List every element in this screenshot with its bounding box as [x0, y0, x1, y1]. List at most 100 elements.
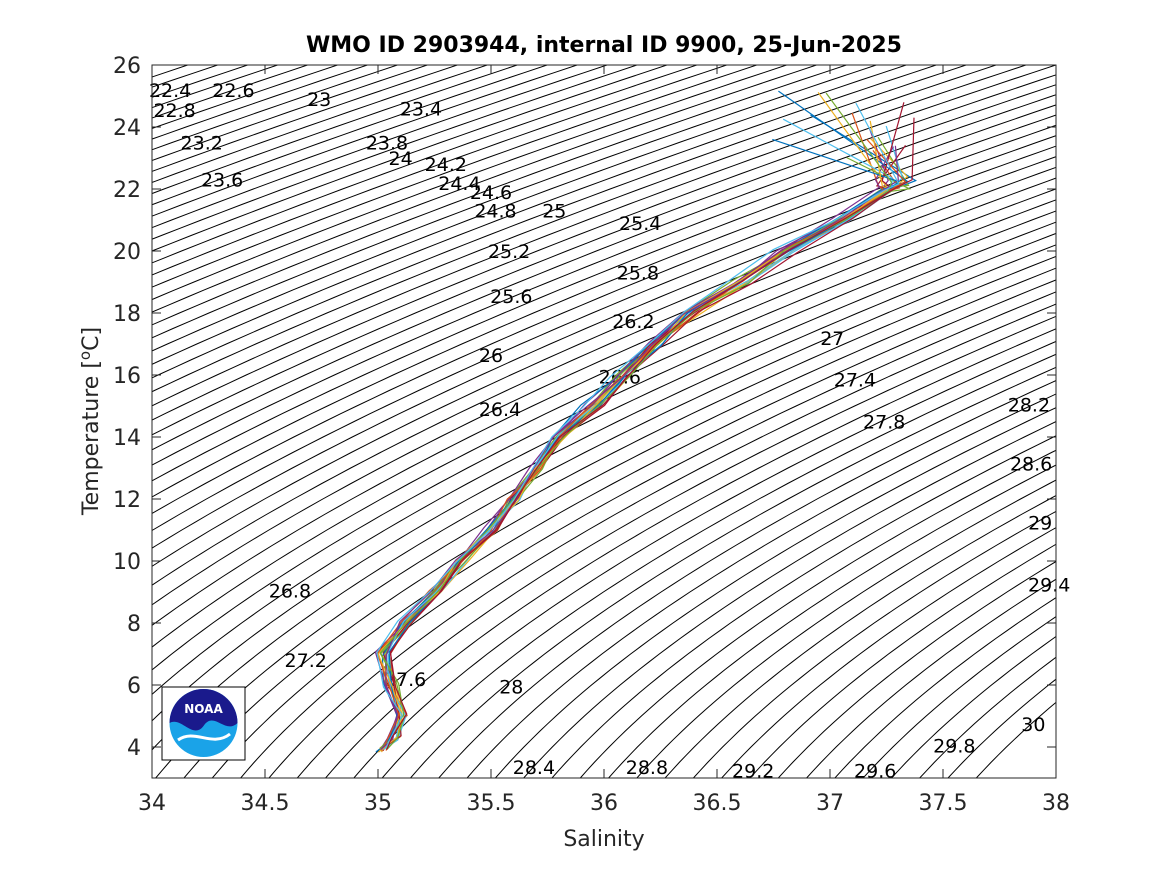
density-contour-line [664, 495, 1056, 778]
density-contour-label: 24.2 [425, 154, 467, 176]
x-axis-label: Salinity [563, 827, 644, 852]
y-tick-label: 26 [113, 54, 141, 79]
density-contour-label: 25.4 [619, 213, 661, 235]
density-contour-label: 22.8 [153, 100, 195, 122]
y-tick-label: 8 [127, 612, 141, 637]
density-contour-label: 27.8 [863, 412, 905, 434]
density-contours [152, 65, 1056, 778]
density-contour-line [152, 177, 1056, 606]
density-contour-label: 30 [1021, 714, 1045, 736]
density-contour-line [155, 255, 1056, 778]
density-contour-line [152, 244, 1056, 751]
density-contour-label: 26.4 [479, 399, 521, 421]
y-axis-label: Temperature [oC] [76, 327, 104, 516]
density-contour-line [152, 65, 759, 288]
density-contour-label: 24.6 [470, 182, 512, 204]
density-contour-line [862, 616, 1056, 778]
density-contour-line [152, 232, 1056, 722]
plot-area [152, 65, 1056, 778]
density-contour-line [152, 65, 729, 276]
density-contour-line [152, 65, 669, 252]
density-contour-line [607, 464, 1056, 778]
density-contour-label: 26.2 [612, 311, 654, 333]
x-tick-label: 36.5 [693, 791, 742, 816]
profile-line [376, 102, 900, 750]
y-tick-label: 12 [113, 488, 141, 513]
density-contour-line [152, 221, 1056, 696]
density-contour-label: 22.4 [149, 80, 191, 102]
density-contour-label: 28.2 [1008, 394, 1050, 416]
y-tick-label: 4 [127, 736, 141, 761]
y-axis-ticks: 4 6 8 10 12 14 16 18 20 22 24 26 [113, 54, 1056, 761]
density-contour-line [152, 135, 1056, 532]
density-contour-label: 22.6 [212, 80, 254, 102]
density-contour-line [152, 65, 519, 195]
x-axis-ticks: 34 34.5 35 35.5 36 36.5 37 37.5 38 [138, 65, 1070, 816]
chart-title: WMO ID 2903944, internal ID 9900, 25-Jun… [306, 33, 902, 58]
density-contour-label: 28.8 [626, 757, 668, 779]
density-contour-label: 24.8 [474, 201, 516, 223]
density-contour-line [381, 353, 1056, 778]
density-contour-line [636, 479, 1056, 778]
density-contour-line [152, 65, 938, 365]
density-contour-line [152, 84, 1056, 451]
logo-upper-half [169, 689, 238, 731]
profile-line [382, 102, 905, 750]
density-contour-label: 29.4 [1028, 574, 1070, 596]
density-contour-line [152, 156, 1056, 567]
density-contour-line [211, 279, 1056, 778]
density-contour-line [152, 65, 998, 393]
y-tick-label: 10 [113, 550, 141, 575]
density-contour-line [466, 393, 1056, 778]
density-contour-label: 23.6 [201, 170, 243, 192]
density-contour-label: 23.8 [366, 133, 408, 155]
density-contour-line [152, 166, 1056, 586]
density-contour-label: 28.4 [513, 757, 555, 779]
density-contour-line [152, 104, 1056, 482]
density-contour-line [324, 328, 1056, 778]
density-contour-line [551, 435, 1056, 778]
y-tick-label: 20 [113, 240, 141, 265]
density-contour-line [805, 578, 1056, 778]
density-contour-line [296, 315, 1056, 778]
density-contour-line [152, 124, 1056, 515]
y-tick-label: 22 [113, 178, 141, 203]
density-contour-label: 25.2 [488, 241, 530, 263]
density-contour-label: 23 [307, 89, 331, 111]
logo-wave [177, 732, 231, 742]
density-contour-line [494, 407, 1056, 778]
y-tick-label: 18 [113, 302, 141, 327]
density-contour-line [152, 65, 1028, 407]
density-contour-line [152, 199, 1056, 648]
x-tick-label: 37.5 [919, 791, 968, 816]
y-tick-label: 24 [113, 116, 141, 141]
density-contour-line [152, 65, 489, 183]
density-contour-line [777, 560, 1056, 778]
density-contour-label: 29 [1028, 512, 1052, 534]
x-tick-label: 35.5 [467, 791, 516, 816]
density-contour-label: 28 [499, 677, 523, 699]
density-contour-line [152, 188, 1056, 627]
density-contour-label: 24 [389, 148, 413, 170]
density-contour-line [579, 449, 1056, 778]
density-contour-line [438, 380, 1056, 778]
density-contour-line [152, 74, 1056, 436]
x-tick-label: 36 [590, 791, 618, 816]
profile-line [386, 117, 915, 750]
x-tick-label: 35 [364, 791, 392, 816]
y-tick-label: 16 [113, 364, 141, 389]
density-contour-line [692, 510, 1056, 778]
density-contour-labels: 22.4 22.6 22.8 23 23.2 23.4 23.6 23.824 24.224.4… [149, 80, 1070, 782]
profile-lines [374, 90, 918, 753]
density-contour-line [721, 527, 1056, 778]
density-contour-label: 23.4 [400, 98, 442, 120]
density-contour-line [890, 635, 1056, 778]
density-contour-line [152, 65, 699, 264]
density-contour-label: 26 [479, 345, 503, 367]
density-contour-line [152, 65, 789, 301]
density-contour-label: 28.6 [1010, 453, 1052, 475]
density-contour-line [749, 543, 1056, 778]
density-contour-line [152, 94, 1056, 466]
logo-text: NOAA [184, 702, 223, 716]
